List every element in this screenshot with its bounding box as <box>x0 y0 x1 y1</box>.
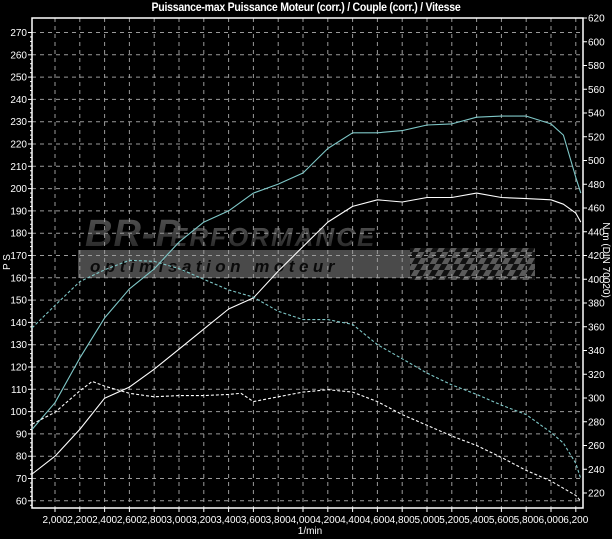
x-tick-label: 5,000 <box>414 515 439 526</box>
series-line-3-torque <box>31 259 582 479</box>
x-tick-label: 4,400 <box>340 515 365 526</box>
y-left-tick-label: 170 <box>10 251 27 262</box>
x-tick-label: 4,600 <box>365 515 390 526</box>
x-tick-label: 2,200 <box>67 515 92 526</box>
y-right-tick-label: 420 <box>588 251 605 262</box>
y-left-tick-label: 270 <box>10 28 27 39</box>
x-tick-label: 4,200 <box>315 515 340 526</box>
y-right-tick-label: 520 <box>588 132 605 143</box>
y-left-tick-label: 220 <box>10 140 27 151</box>
y-right-tick-label: 360 <box>588 322 605 333</box>
y-left-tick-label: 150 <box>10 296 27 307</box>
y-left-tick-label: 90 <box>16 429 28 440</box>
x-axis-label: 1/min <box>298 526 322 537</box>
y-left-tick-label: 100 <box>10 407 27 418</box>
y-left-tick-label: 130 <box>10 340 27 351</box>
plot-frame <box>31 17 584 509</box>
logo-brand-rest: ERFORMANCE <box>170 222 376 252</box>
y-left-tick-label: 80 <box>16 452 28 463</box>
x-tick-label: 6,200 <box>563 515 588 526</box>
y-left-tick-label: 200 <box>10 184 27 195</box>
logo-tagline: optimisation moteur <box>90 257 339 276</box>
y-left-tick-label: 230 <box>10 117 27 128</box>
y-left-tick-label: 180 <box>10 229 27 240</box>
y-right-tick-label: 220 <box>588 489 605 500</box>
y-left-tick-label: 190 <box>10 206 27 217</box>
x-tick-label: 2,000 <box>42 515 67 526</box>
y-right-tick-label: 500 <box>588 156 605 167</box>
y-left-tick-label: 60 <box>16 496 28 507</box>
x-tick-label: 2,800 <box>142 515 167 526</box>
y-left-tick-label: 260 <box>10 50 27 61</box>
x-tick-label: 2,600 <box>117 515 142 526</box>
series-line-4-torque <box>31 380 582 502</box>
y-right-tick-label: 280 <box>588 417 605 428</box>
x-tick-label: 4,800 <box>390 515 415 526</box>
y-right-tick-label: 600 <box>588 37 605 48</box>
y-right-tick-label: 400 <box>588 275 605 286</box>
y-left-tick-label: 160 <box>10 273 27 284</box>
y-left-tick-label: 110 <box>11 385 27 396</box>
y-right-tick-label: 560 <box>588 85 605 96</box>
series-line-1-power <box>31 115 582 430</box>
y-right-tick-label: 320 <box>588 370 605 381</box>
y-right-tick-label: 460 <box>588 204 605 215</box>
y-right-tick-label: 540 <box>588 109 605 120</box>
y-left-tick-label: 140 <box>10 318 27 329</box>
x-tick-label: 5,800 <box>514 515 539 526</box>
x-tick-label: 3,000 <box>166 515 191 526</box>
y-right-tick-label: 480 <box>588 180 605 191</box>
x-tick-label: 4,000 <box>290 515 315 526</box>
y-left-tick-label: 210 <box>10 162 27 173</box>
x-tick-label: 6,000 <box>538 515 563 526</box>
y-right-tick-label: 260 <box>588 441 605 452</box>
y-left-tick-label: 120 <box>10 363 27 374</box>
series-line-2-power <box>31 192 582 475</box>
y-right-tick-label: 440 <box>588 227 605 238</box>
x-tick-label: 5,400 <box>464 515 489 526</box>
x-tick-label: 3,400 <box>216 515 241 526</box>
logo-brand: BR-P <box>85 213 182 255</box>
chart-title: Puissance-max Puissance Moteur (corr.) /… <box>151 0 461 14</box>
checkered-flag <box>410 248 535 280</box>
y-right-tick-label: 300 <box>588 394 605 405</box>
x-tick-label: 3,200 <box>191 515 216 526</box>
y-axis-right-label: N m (DIN 70020) <box>600 222 611 298</box>
y-right-tick-label: 380 <box>588 299 605 310</box>
watermark-logo: BR-P ERFORMANCE optimisation moteur <box>78 213 535 280</box>
y-axis-left-label: P S <box>2 254 13 270</box>
x-tick-label: 3,800 <box>266 515 291 526</box>
x-tick-label: 5,600 <box>489 515 514 526</box>
logo-band <box>78 250 458 278</box>
y-left-tick-label: 70 <box>16 474 28 485</box>
y-right-tick-label: 240 <box>588 465 605 476</box>
y-left-tick-label: 250 <box>10 73 27 84</box>
y-left-tick-label: 240 <box>10 95 27 106</box>
x-tick-label: 5,200 <box>439 515 464 526</box>
y-right-tick-label: 620 <box>588 14 605 25</box>
y-right-tick-label: 340 <box>588 346 605 357</box>
x-tick-label: 2,400 <box>92 515 117 526</box>
y-right-tick-label: 580 <box>588 61 605 72</box>
x-tick-label: 3,600 <box>241 515 266 526</box>
